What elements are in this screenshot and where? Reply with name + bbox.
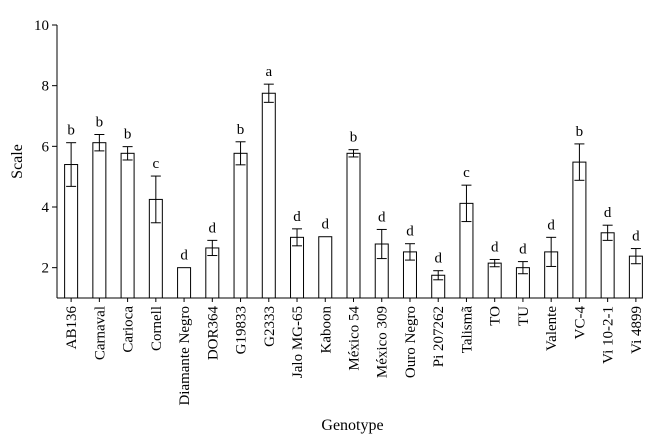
x-tick-label: TO [488,306,504,326]
significance-letter: b [96,115,104,131]
significance-letter: a [265,64,272,80]
bar [233,152,248,299]
x-tick-label: Vi 4899 [629,306,645,354]
error-bars-group [66,83,641,281]
y-tick-label: 2 [42,261,50,277]
bar [92,142,107,299]
significance-letter: c [152,156,159,172]
x-tick-label: Valente [544,306,560,351]
x-tick-label: AB136 [64,306,80,350]
significance-letter: d [519,242,527,258]
significance-letter: d [406,224,414,240]
x-tick-label: DOR364 [205,306,221,361]
x-tick-label: G19833 [234,306,250,354]
significance-letter: d [180,248,188,264]
significance-letter: c [463,165,470,181]
significance-letter: b [67,123,75,139]
bar [487,262,502,299]
bar [572,161,587,299]
bar [290,236,305,299]
y-tick-label: 10 [34,18,49,34]
x-tick-label: Vi 10-2-1 [601,306,617,364]
y-axis-title: Scale [9,144,26,179]
significance-letter: d [547,217,555,233]
significance-letter: b [576,124,584,140]
x-tick-label: Cornell [149,306,165,351]
x-tick-label: México 54 [347,306,363,371]
significance-letter: b [124,127,132,143]
x-tick-label: México 309 [375,306,391,378]
x-tick-label: Talismã [459,306,475,354]
bar [177,267,192,299]
x-tick-label: Pi 207262 [431,306,447,367]
significance-letter: d [322,217,330,233]
x-tick-label: VC-4 [572,306,588,340]
y-ticks-group: 2 4 6 8 10 [34,18,57,277]
x-tick-label: TU [516,306,532,326]
significance-letter: b [350,130,358,146]
y-tick-label: 6 [42,139,50,155]
bar [600,232,615,299]
x-axis-title: Genotype [321,417,383,434]
significance-letter: d [293,209,301,225]
x-tick-label: Carnaval [92,306,108,360]
bar [318,236,333,299]
x-tick-labels-group: AB136 Carnaval Carioca Cornell Diamante Negr… [64,298,645,406]
y-tick-label: 4 [42,200,50,216]
significance-letter: d [604,205,612,221]
significance-letters-group: b b b c d d b a d d b d d d c d d d b d d [67,64,640,267]
significance-letter: d [491,239,499,255]
x-tick-label: Kaboon [318,306,334,354]
y-tick-label: 8 [42,79,50,95]
bars-group [64,92,643,299]
significance-letter: d [632,229,640,245]
bar [261,92,276,299]
significance-letter: d [378,209,386,225]
x-tick-label: Diamante Negro [177,306,193,406]
x-tick-label: Ouro Negro [403,306,419,378]
significance-letter: d [209,220,217,236]
x-tick-label: Jalo MG-65 [290,306,306,378]
x-tick-label: Carioca [121,306,137,353]
x-tick-label: G2333 [262,306,278,347]
significance-letter: b [237,122,245,138]
significance-letter: d [434,251,442,267]
bar [346,152,361,299]
bar [120,152,135,299]
axes-group [56,25,638,299]
